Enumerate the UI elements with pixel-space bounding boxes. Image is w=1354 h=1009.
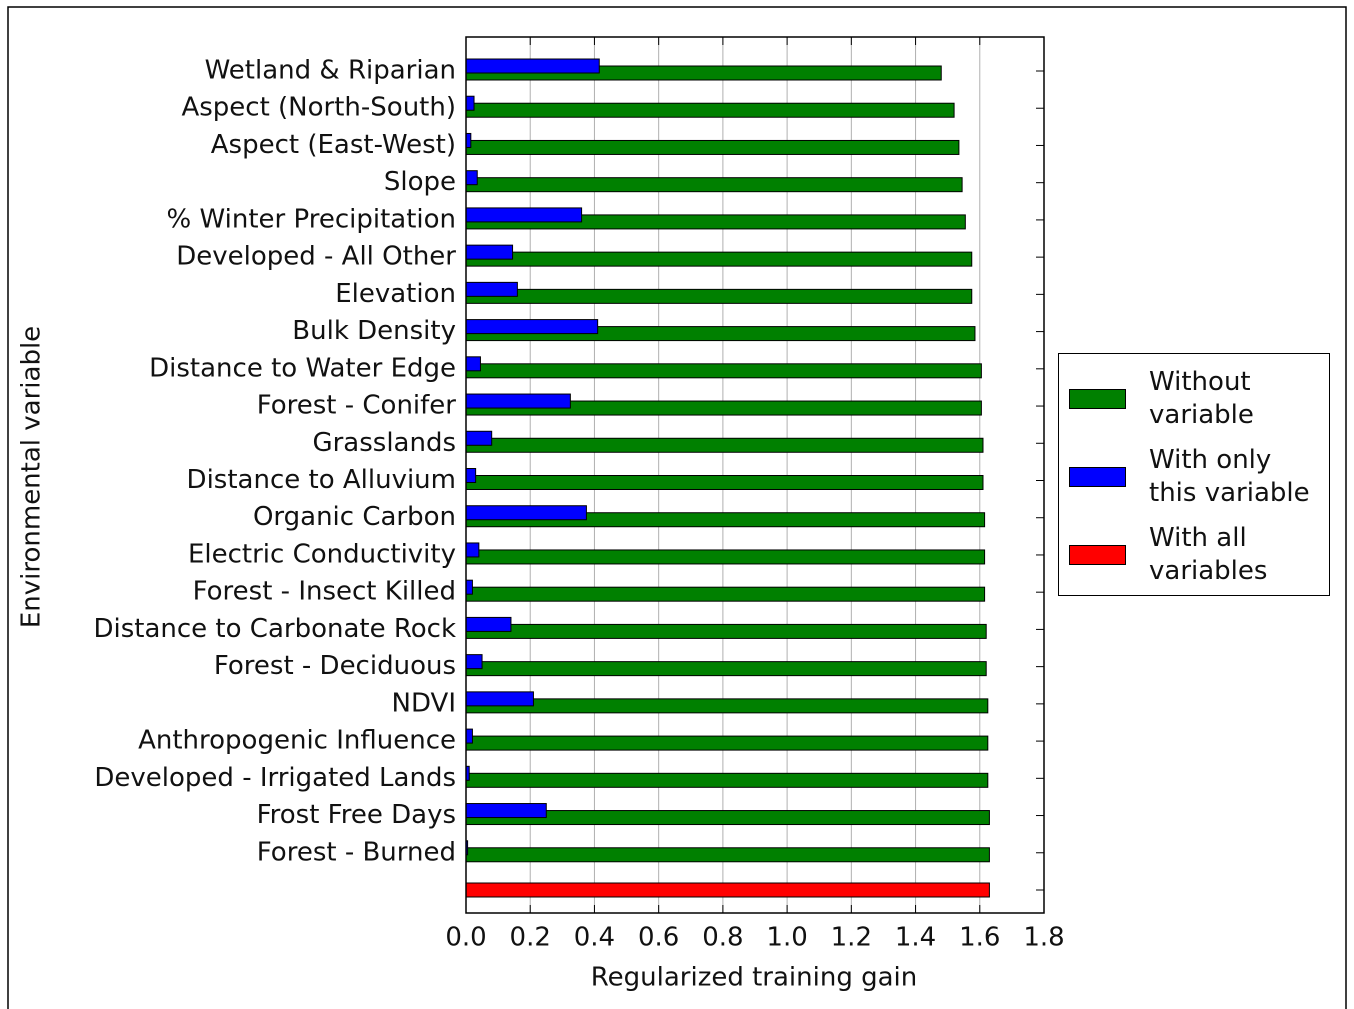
bar <box>465 356 481 372</box>
bar <box>465 437 984 453</box>
y-tick-label: Developed - Irrigated Lands <box>94 763 456 793</box>
bar <box>465 139 960 155</box>
x-tick-label: 0.6 <box>638 923 679 953</box>
y-tick-label: Forest - Insect Killed <box>193 577 456 607</box>
bar <box>465 58 600 74</box>
y-axis-label: Environmental variable <box>17 326 47 628</box>
bar <box>465 654 483 670</box>
y-tick-label: Distance to Carbonate Rock <box>93 614 456 644</box>
bar <box>465 363 982 379</box>
bar <box>465 281 518 297</box>
legend-label: With all variables <box>1149 523 1268 586</box>
legend-entry: With only this variable <box>1069 438 1323 516</box>
legend-entry: Without variable <box>1069 360 1323 438</box>
y-tick-label: Anthropogenic Influence <box>138 726 456 756</box>
bar <box>465 505 587 521</box>
bar <box>465 542 480 558</box>
x-tick-label: 1.2 <box>831 923 872 953</box>
bar <box>465 847 990 863</box>
plot-frame <box>465 36 1045 914</box>
legend: Without variable With only this variable W… <box>1058 353 1330 596</box>
y-tick-label: Elevation <box>335 279 456 309</box>
x-tick-label: 1.4 <box>895 923 936 953</box>
legend-swatch <box>1069 467 1126 487</box>
y-tick-label: Distance to Water Edge <box>149 353 456 383</box>
x-tick-label: 1.8 <box>1023 923 1064 953</box>
legend-label: Without variable <box>1149 367 1254 430</box>
bar <box>465 691 534 707</box>
bar <box>465 393 571 409</box>
bar <box>465 735 989 751</box>
x-tick-label: 0.8 <box>702 923 743 953</box>
bar <box>465 251 973 267</box>
y-tick-label: Forest - Conifer <box>257 391 457 421</box>
bar <box>465 475 984 490</box>
bar <box>465 698 989 714</box>
y-tick-label: Forest - Burned <box>257 837 456 867</box>
legend-entry: With all variables <box>1069 516 1323 594</box>
y-tick-label: Aspect (North-South) <box>181 93 456 123</box>
bar <box>465 207 583 223</box>
bar <box>465 430 493 446</box>
y-tick-label: Slope <box>384 167 456 197</box>
bar <box>465 623 987 639</box>
y-tick-label: Aspect (East-West) <box>211 130 456 160</box>
y-tick-label: Electric Conductivity <box>188 539 456 569</box>
x-tick-label: 0.2 <box>510 923 551 953</box>
bar <box>465 661 987 677</box>
legend-swatch <box>1069 389 1126 409</box>
y-tick-label: NDVI <box>392 688 456 718</box>
bar <box>465 772 989 788</box>
bar <box>465 244 514 260</box>
x-axis-label: Regularized training gain <box>591 963 918 993</box>
x-tick-label: 1.6 <box>959 923 1000 953</box>
y-tick-label: Grasslands <box>312 428 456 458</box>
bar <box>465 95 475 111</box>
frame <box>7 6 1347 1009</box>
bar <box>465 882 990 898</box>
bar <box>465 102 955 118</box>
y-tick-label: % Winter Precipitation <box>167 204 456 234</box>
y-tick-label: Wetland & Riparian <box>205 56 456 86</box>
y-tick-label: Frost Free Days <box>257 800 456 830</box>
bar <box>465 288 973 304</box>
x-tick-label: 1.0 <box>766 923 807 953</box>
bar <box>465 586 986 602</box>
bar <box>465 468 477 483</box>
y-tick-label: Developed - All Other <box>176 242 456 272</box>
bar <box>465 319 599 335</box>
legend-label: With only this variable <box>1149 445 1310 508</box>
x-tick-label: 0.4 <box>574 923 615 953</box>
bar <box>465 616 512 632</box>
bar <box>465 728 473 744</box>
bar <box>465 170 478 186</box>
y-tick-label: Bulk Density <box>292 316 456 346</box>
bar <box>465 579 473 595</box>
bar <box>465 803 547 819</box>
bar <box>465 177 963 193</box>
bar <box>465 549 986 565</box>
x-tick-label: 0.0 <box>445 923 486 953</box>
y-tick-label: Organic Carbon <box>253 502 456 532</box>
y-tick-label: Distance to Alluvium <box>187 465 456 495</box>
legend-swatch <box>1069 545 1126 565</box>
y-tick-label: Forest - Deciduous <box>214 651 456 681</box>
